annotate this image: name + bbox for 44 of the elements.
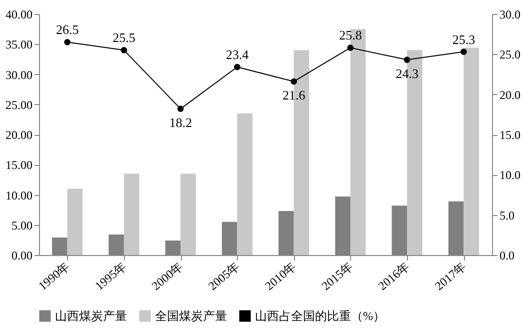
- point: [120, 46, 128, 54]
- bar: [180, 174, 196, 255]
- point: [64, 38, 70, 46]
- data-label: 18.2: [169, 114, 192, 130]
- x-tick-label: 2010年: [262, 259, 299, 294]
- point: [290, 78, 297, 85]
- y-tick-label: 10.00: [6, 188, 32, 202]
- y-tick-label: 40.00: [6, 8, 32, 22]
- point: [347, 44, 354, 51]
- y-tick-label: 20.00: [6, 128, 32, 142]
- x-tick-label: 1995年: [92, 259, 129, 294]
- point: [177, 106, 184, 112]
- y2-tick-label: 0.0: [500, 248, 514, 262]
- y-tick-label: 15.00: [6, 158, 32, 172]
- legend-label: 全国煤炭产量: [155, 309, 227, 323]
- data-label: 25.5: [112, 30, 136, 46]
- x-tick-label: 2000年: [148, 259, 186, 294]
- y-tick-label: 5.00: [12, 218, 32, 232]
- data-label: 25.8: [339, 28, 362, 43]
- bar: [237, 113, 252, 255]
- x-tick-label: 1990年: [36, 259, 72, 294]
- y2-tick-label: 5.0: [500, 208, 514, 222]
- data-label: 25.3: [452, 32, 476, 47]
- y-tick-label: 0.00: [12, 248, 32, 262]
- y-tick-label: 30.00: [6, 68, 32, 82]
- y2-tick-label: 30.0: [500, 8, 520, 22]
- y2-tick-label: 20.0: [500, 88, 520, 102]
- point: [234, 64, 240, 70]
- y2-tick-label: 25.0: [500, 48, 520, 62]
- bar: [67, 188, 83, 255]
- data-label: 21.6: [282, 87, 306, 102]
- legend-label: 山西占全国的比重（%）: [255, 309, 385, 323]
- y-tick-label: 35.00: [6, 38, 32, 52]
- y-tick-label: 25.00: [6, 98, 32, 112]
- point: [460, 48, 467, 55]
- data-label: 26.5: [56, 22, 79, 38]
- data-label: 23.4: [226, 47, 250, 62]
- bar: [464, 48, 479, 255]
- y2-tick-label: 15.0: [500, 128, 520, 142]
- bar: [124, 174, 140, 255]
- data-label: 24.3: [396, 66, 418, 81]
- legend-label: 山西煤炭产量: [55, 309, 127, 323]
- point: [404, 56, 410, 63]
- y2-tick-label: 10.0: [500, 168, 520, 182]
